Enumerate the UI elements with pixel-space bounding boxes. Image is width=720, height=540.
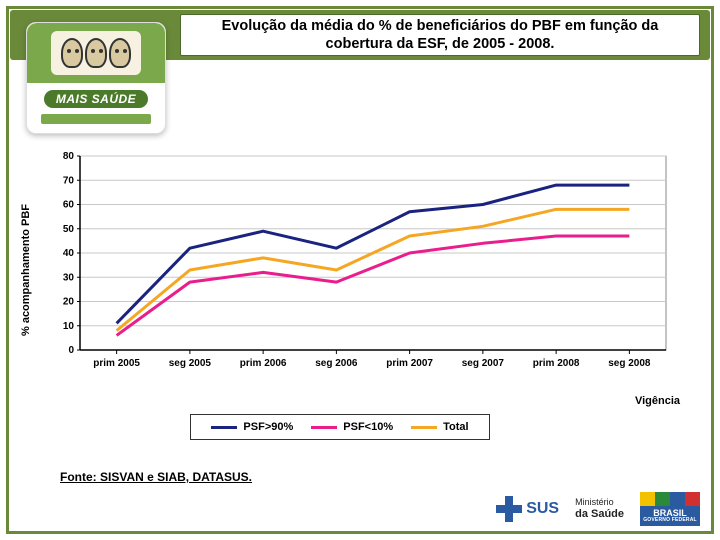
brasil-logo: BRASIL GOVERNO FEDERAL [640, 492, 700, 526]
logo-strip [41, 114, 151, 124]
svg-text:prim 2006: prim 2006 [240, 358, 287, 369]
source-text: Fonte: SISVAN e SIAB, DATASUS. [60, 470, 252, 484]
svg-text:seg 2007: seg 2007 [462, 358, 505, 369]
legend-item-2: Total [411, 421, 468, 433]
program-logo: MAIS SAÚDE [26, 22, 166, 134]
footer-logos: SUS Ministério da Saúde BRASIL GOVERNO F… [496, 492, 700, 526]
svg-text:10: 10 [63, 321, 75, 332]
legend-item-1: PSF<10% [311, 421, 393, 433]
y-axis-label-text: % acompanhamento PBF [20, 204, 32, 336]
legend-label-2: Total [443, 421, 468, 433]
svg-text:20: 20 [63, 297, 75, 308]
svg-text:30: 30 [63, 272, 75, 283]
svg-text:0: 0 [68, 345, 74, 356]
ministerio-line2: da Saúde [575, 508, 624, 520]
logo-illustration [27, 23, 165, 83]
line-chart: 0 10 20 30 40 50 60 70 80 prim 2005 seg 2005 prim 2… [46, 150, 676, 380]
page-title: Evolução da média do % de beneficiários … [180, 14, 700, 56]
y-axis-label: % acompanhamento PBF [14, 160, 38, 380]
brasil-text: BRASIL GOVERNO FEDERAL [640, 506, 700, 526]
sus-text: SUS [526, 500, 559, 518]
legend-label-0: PSF>90% [243, 421, 293, 433]
svg-text:50: 50 [63, 224, 75, 235]
svg-text:prim 2005: prim 2005 [93, 358, 140, 369]
legend-swatch-0 [211, 426, 237, 429]
logo-caption: MAIS SAÚDE [27, 83, 165, 133]
legend-swatch-1 [311, 426, 337, 429]
svg-text:40: 40 [63, 248, 75, 259]
x-axis-label: Vigência [635, 395, 680, 407]
svg-text:80: 80 [63, 151, 75, 162]
sus-logo: SUS [496, 496, 559, 522]
chart-svg: 0 10 20 30 40 50 60 70 80 prim 2005 seg 2005 prim 2… [46, 150, 676, 380]
legend: PSF>90% PSF<10% Total [190, 414, 490, 440]
svg-text:60: 60 [63, 200, 75, 211]
legend-swatch-2 [411, 426, 437, 429]
svg-text:prim 2007: prim 2007 [386, 358, 433, 369]
program-label: MAIS SAÚDE [44, 90, 148, 108]
legend-label-1: PSF<10% [343, 421, 393, 433]
brasil-flag-stripes [640, 492, 700, 506]
ministerio-label: Ministério da Saúde [575, 498, 624, 520]
cross-icon [496, 496, 522, 522]
svg-text:seg 2005: seg 2005 [169, 358, 212, 369]
faces-icon [51, 31, 141, 75]
svg-text:70: 70 [63, 175, 75, 186]
ministerio-line1: Ministério [575, 497, 614, 507]
svg-text:prim 2008: prim 2008 [533, 358, 580, 369]
brasil-sublabel: GOVERNO FEDERAL [643, 518, 697, 523]
svg-text:seg 2008: seg 2008 [608, 358, 651, 369]
legend-item-0: PSF>90% [211, 421, 293, 433]
svg-text:seg 2006: seg 2006 [315, 358, 358, 369]
